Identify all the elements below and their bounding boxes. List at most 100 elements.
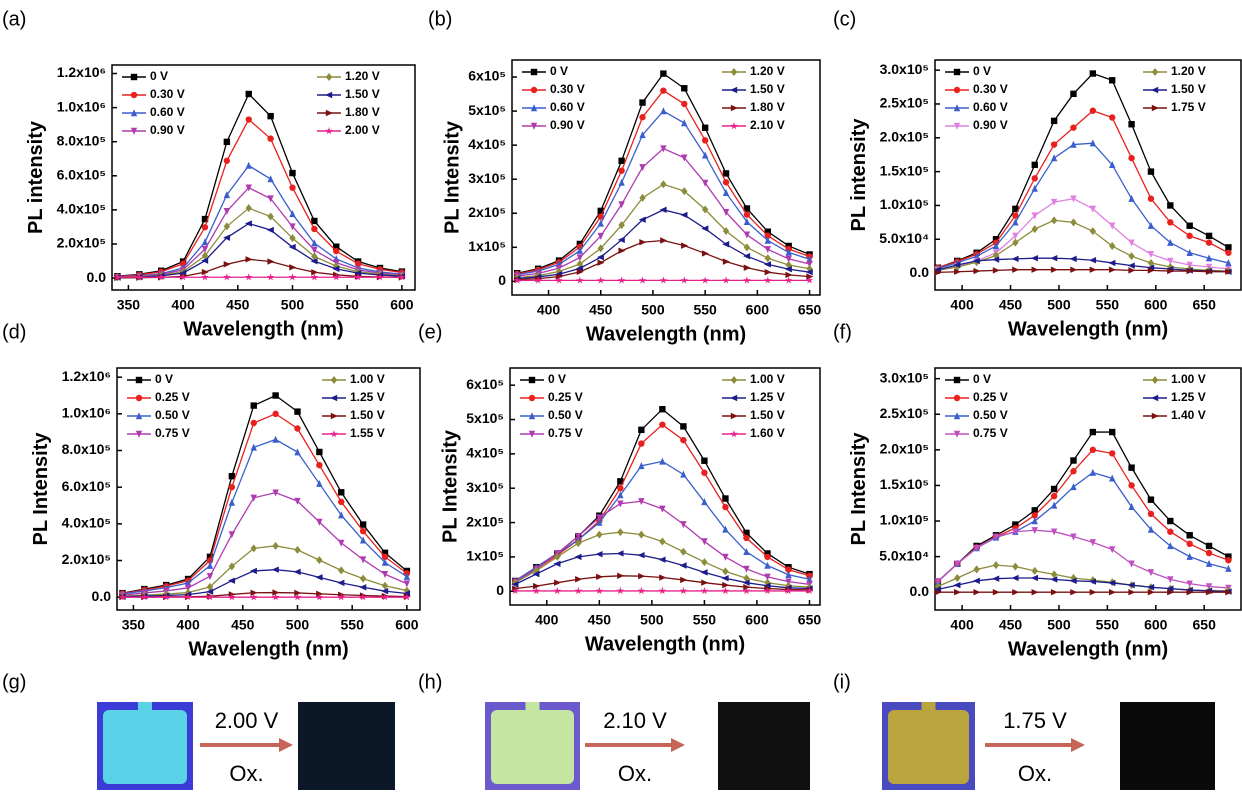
marker: [1128, 154, 1135, 162]
x-tick-label: 550: [336, 297, 360, 313]
marker: [201, 251, 209, 260]
marker: [743, 529, 750, 537]
marker: [681, 242, 689, 249]
marker: [337, 579, 345, 587]
legend-label: 0.60 V: [150, 105, 185, 119]
legend-label: 1.50 V: [350, 408, 385, 422]
legend-marker: [528, 412, 536, 420]
marker: [637, 551, 645, 559]
marker: [618, 167, 625, 174]
marker: [294, 545, 301, 554]
legend-label: 0.50 V: [155, 408, 190, 422]
marker: [316, 448, 323, 456]
legend-marker: [953, 430, 961, 438]
series-line: [122, 545, 408, 597]
marker: [1050, 198, 1058, 206]
marker: [333, 243, 340, 250]
panel-label: (i): [833, 671, 851, 693]
marker: [113, 273, 122, 281]
plot-frame: [934, 59, 1242, 291]
marker: [743, 565, 750, 573]
marker: [617, 478, 624, 485]
marker: [201, 245, 209, 253]
marker: [1167, 257, 1174, 265]
marker: [533, 582, 541, 590]
marker: [805, 586, 814, 595]
marker: [206, 582, 214, 591]
marker: [1069, 577, 1077, 585]
x-tick-label: 550: [341, 617, 365, 633]
marker: [1147, 569, 1155, 577]
marker: [1147, 510, 1155, 518]
marker: [1128, 560, 1135, 568]
y-tick-label: 3.0x10⁵: [880, 369, 929, 385]
marker: [294, 448, 301, 456]
marker: [1205, 239, 1213, 246]
marker: [1109, 546, 1116, 554]
x-tick-label: 550: [693, 612, 717, 628]
marker: [555, 273, 563, 280]
legend-label: 0.50 V: [973, 408, 1008, 422]
y-tick-label: 3x10⁵: [468, 170, 506, 186]
y-axis-title: PL Intensity: [441, 120, 463, 234]
sample-tab: [921, 702, 936, 712]
marker: [1128, 121, 1135, 128]
marker: [764, 228, 771, 235]
marker: [294, 589, 302, 597]
marker: [1050, 216, 1058, 225]
marker: [1128, 194, 1135, 202]
legend-marker: [730, 376, 738, 384]
marker: [953, 581, 961, 589]
legend-label: 0 V: [150, 69, 168, 83]
marker: [1186, 222, 1193, 229]
series-line: [122, 413, 408, 595]
marker: [992, 561, 1000, 570]
legend-marker: [530, 86, 538, 94]
marker: [743, 583, 751, 591]
marker: [764, 254, 771, 263]
marker: [617, 491, 624, 499]
marker: [1089, 257, 1097, 264]
y-tick-label: 2.5x10⁵: [880, 405, 929, 421]
marker: [1050, 570, 1058, 579]
marker: [553, 560, 561, 567]
marker: [338, 511, 345, 519]
y-tick-label: 2.0x10⁵: [880, 441, 929, 457]
marker: [597, 232, 604, 240]
marker: [617, 485, 624, 492]
marker: [764, 573, 771, 581]
marker: [805, 276, 814, 284]
marker: [310, 257, 318, 265]
marker: [596, 573, 604, 581]
marker: [638, 216, 646, 223]
marker: [659, 421, 666, 428]
marker: [954, 589, 962, 596]
legend-label: 1.80 V: [750, 100, 785, 114]
marker: [722, 581, 730, 589]
y-tick-label: 3.0x10⁵: [880, 61, 929, 77]
marker: [638, 426, 645, 434]
marker: [1147, 195, 1155, 202]
legend-label: 0 V: [548, 372, 566, 386]
marker: [1012, 232, 1019, 240]
marker: [250, 589, 258, 596]
marker: [660, 180, 667, 189]
marker: [311, 225, 318, 233]
marker: [223, 138, 231, 146]
marker: [532, 570, 540, 578]
marker: [576, 268, 584, 276]
marker: [658, 556, 666, 563]
legend-marker: [330, 376, 338, 384]
marker: [597, 259, 605, 266]
marker: [289, 223, 296, 231]
marker: [659, 457, 666, 465]
marker: [973, 252, 980, 260]
marker: [1109, 161, 1116, 169]
marker: [1031, 566, 1038, 575]
marker: [659, 574, 667, 581]
marker: [289, 184, 296, 191]
marker: [332, 265, 340, 273]
marker: [1070, 457, 1077, 464]
legend-label: 1.00 V: [350, 372, 385, 386]
